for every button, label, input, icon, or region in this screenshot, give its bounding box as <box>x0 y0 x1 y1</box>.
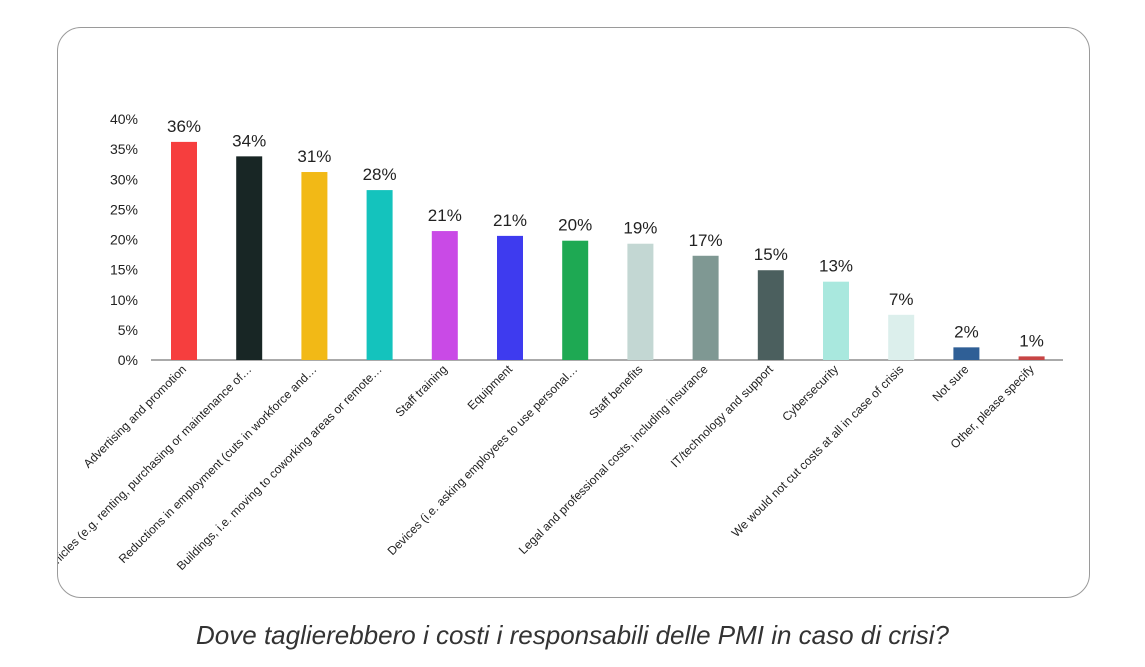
bar <box>757 270 784 360</box>
bar-value-label: 17% <box>689 231 723 250</box>
category-label: Equipment <box>465 362 516 413</box>
bar <box>888 314 915 360</box>
y-tick-label: 20% <box>110 232 138 248</box>
y-tick-label: 40% <box>110 111 138 127</box>
y-tick-label: 25% <box>110 201 138 217</box>
category-label: Staff benefits <box>586 362 645 421</box>
bar-value-label: 36% <box>167 117 201 136</box>
bar-value-label: 2% <box>954 322 979 341</box>
bar <box>953 347 980 360</box>
y-tick-label: 0% <box>118 352 138 368</box>
y-tick-label: 15% <box>110 262 138 278</box>
bar <box>692 255 719 360</box>
bar <box>823 281 849 360</box>
bar-value-label: 34% <box>232 131 266 150</box>
chart-caption: Dove taglierebbero i costi i responsabil… <box>196 620 949 650</box>
y-axis-ticks: 0% 5% 10% 15% 20% 25% 30% 35% 40% <box>110 111 138 368</box>
category-label: Not sure <box>930 362 972 404</box>
y-tick-label: 35% <box>110 141 138 157</box>
bar <box>236 156 263 360</box>
bar-value-label: 13% <box>819 257 853 276</box>
y-tick-label: 5% <box>118 322 138 338</box>
bar <box>497 235 523 360</box>
category-label: Cybersecurity <box>779 362 841 424</box>
bar-value-label: 1% <box>1019 331 1044 350</box>
y-tick-label: 10% <box>110 292 138 308</box>
bar-value-label: 21% <box>493 211 527 230</box>
bar-value-label: 7% <box>889 290 914 309</box>
bar <box>171 141 197 360</box>
bar <box>562 240 589 360</box>
category-label: Staff training <box>393 362 450 419</box>
bar-value-label: 28% <box>363 165 397 184</box>
bar <box>1018 356 1045 360</box>
bar-chart: 0% 5% 10% 15% 20% 25% 30% 35% 40% 36% 34% 31% 28% 21… <box>58 111 1063 577</box>
category-label: Advertising and promotion <box>81 362 189 470</box>
bar <box>431 231 458 360</box>
bar <box>627 243 654 360</box>
bar-value-label: 21% <box>428 206 462 225</box>
y-tick-label: 30% <box>110 171 138 187</box>
chart-card: 0% 5% 10% 15% 20% 25% 30% 35% 40% 36% 34% 31% 28% 21… <box>57 27 1090 598</box>
bar <box>366 190 393 360</box>
bar <box>301 172 328 360</box>
bar-value-label: 31% <box>297 147 331 166</box>
bars <box>171 141 1045 360</box>
bar-value-label: 20% <box>558 216 592 235</box>
data-labels: 36% 34% 31% 28% 21% 21% 20% 19% 17% 15% 13% 7% 2% 1% <box>167 117 1044 350</box>
bar-value-label: 15% <box>754 245 788 264</box>
bar-value-label: 19% <box>623 219 657 238</box>
